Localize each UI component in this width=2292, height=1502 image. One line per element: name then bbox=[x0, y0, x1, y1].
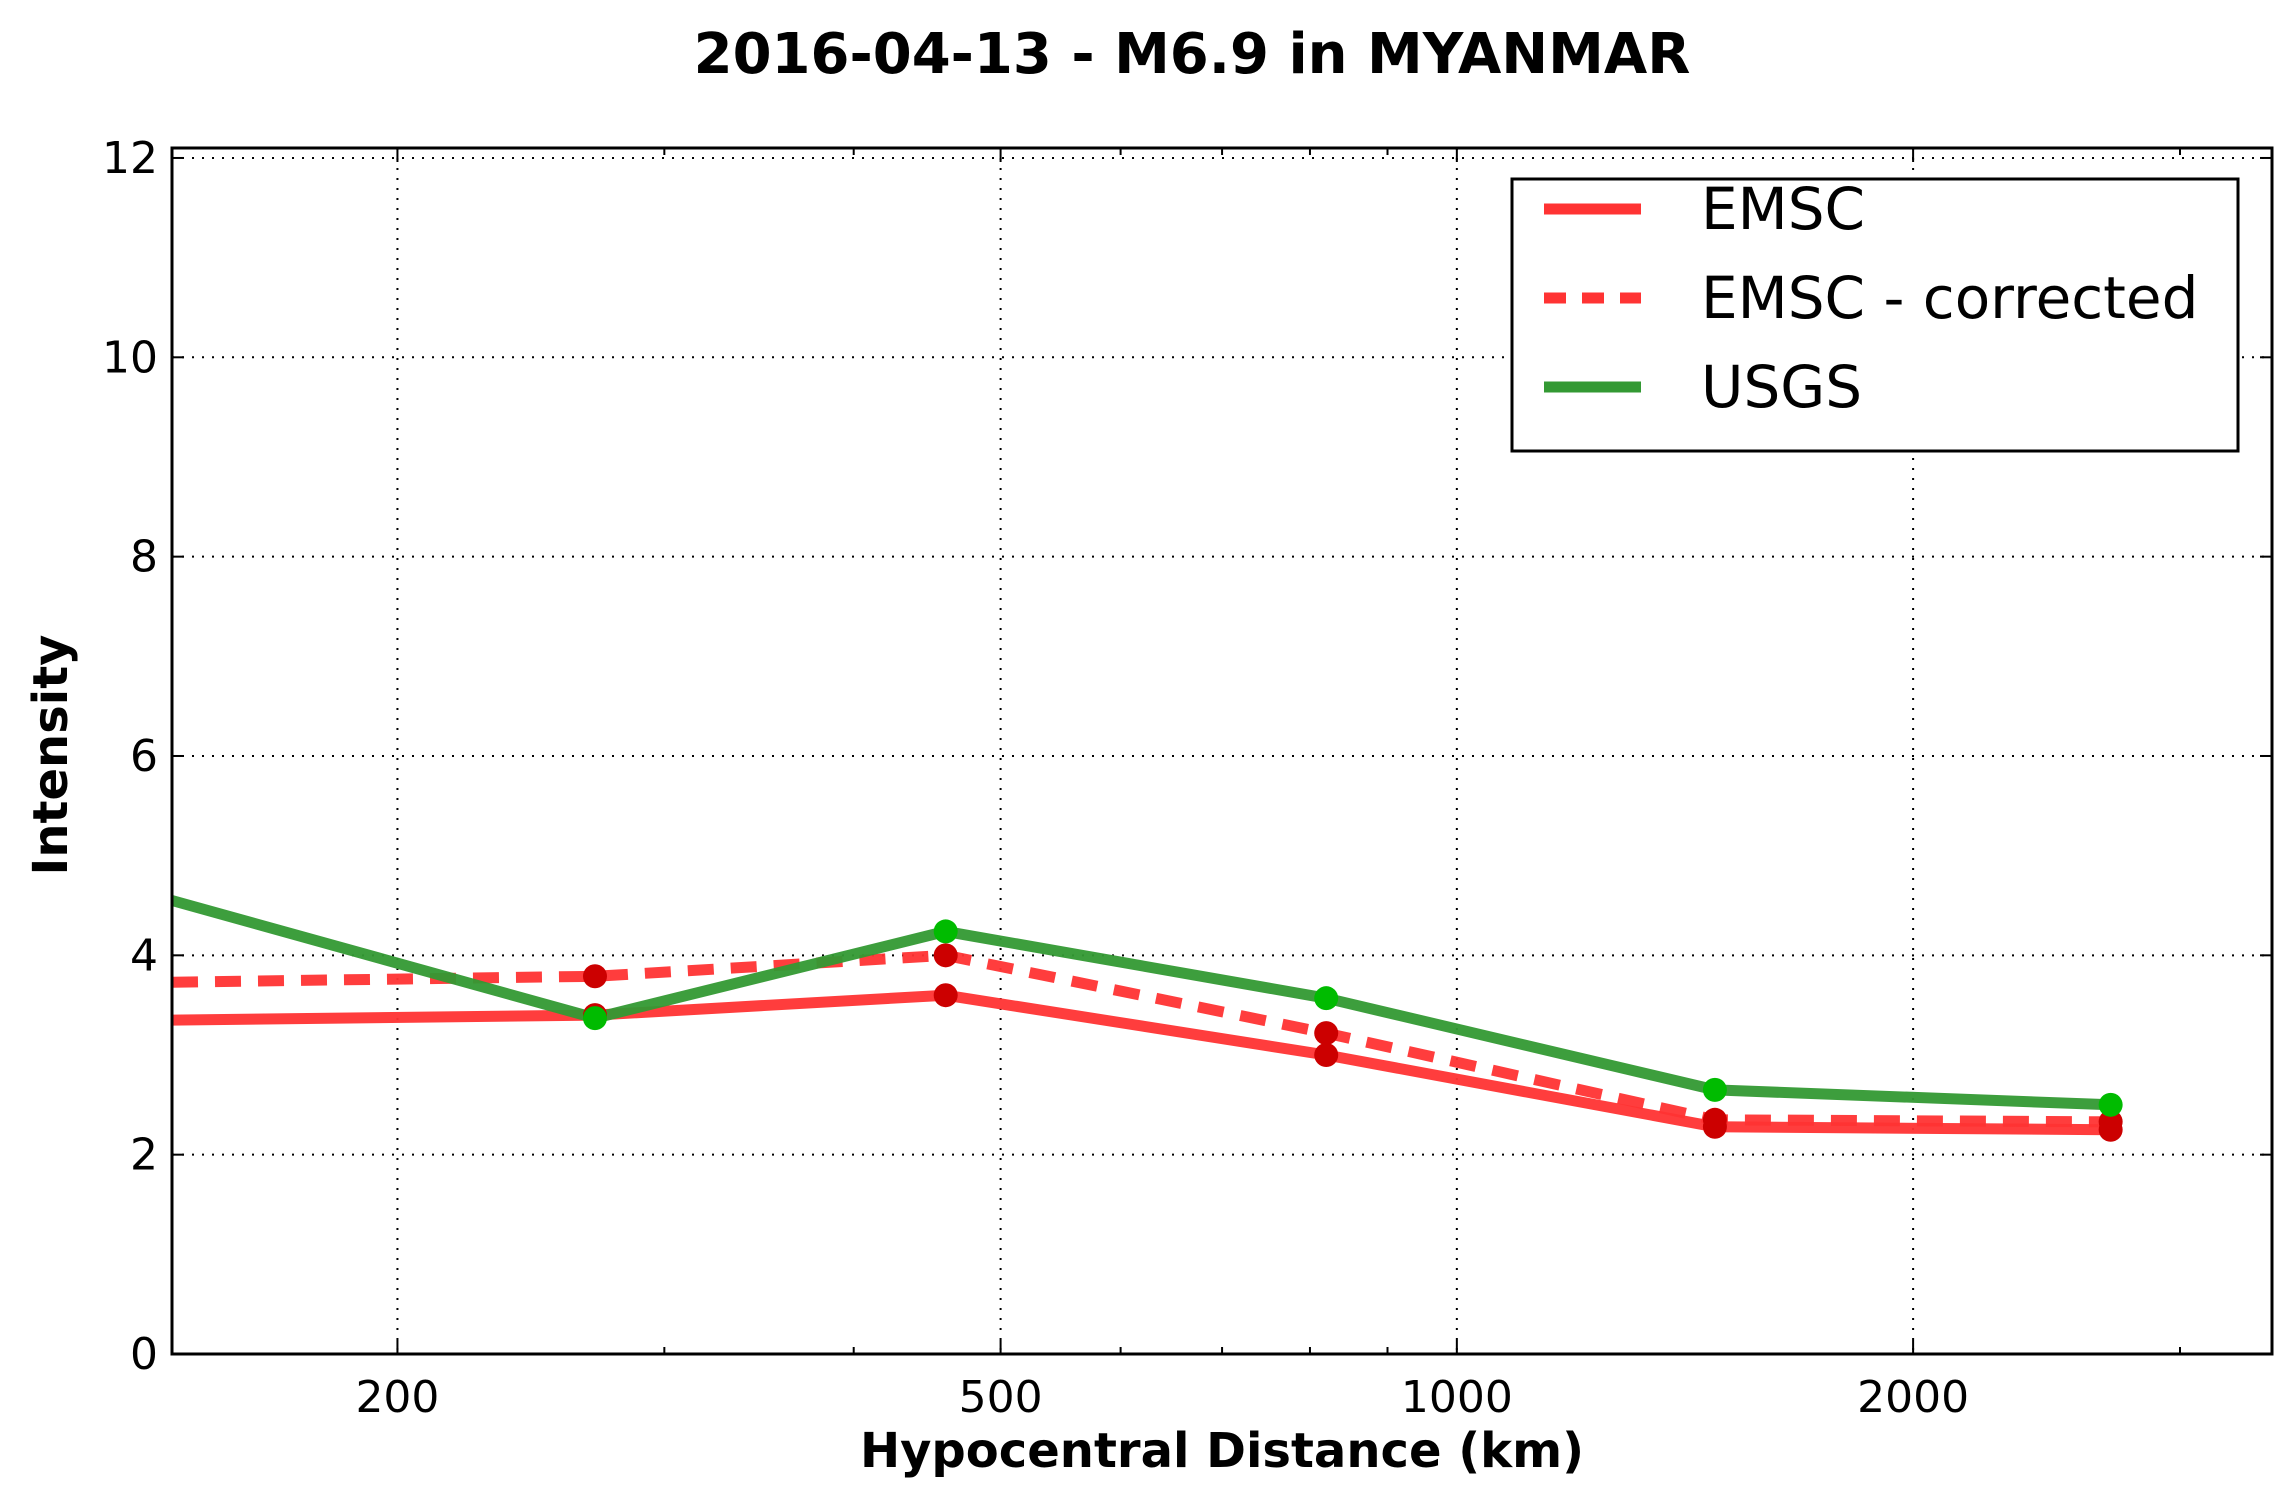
data-point-usgs bbox=[2098, 1092, 2123, 1117]
data-point-emsc bbox=[1314, 1042, 1339, 1067]
y-tick-label: 6 bbox=[130, 731, 158, 782]
ticks bbox=[172, 148, 2272, 1355]
data-point-usgs bbox=[1702, 1077, 1727, 1102]
legend-label-usgs: USGS bbox=[1701, 353, 1862, 421]
data-point-usgs bbox=[933, 919, 958, 944]
y-tick-label: 2 bbox=[130, 1130, 158, 1181]
tick-labels: 0 2 4 6 8 10 12 200 500 1000 2000 bbox=[102, 133, 1969, 1423]
y-tick-label: 4 bbox=[130, 930, 158, 981]
legend-box bbox=[1510, 177, 2240, 453]
y-axis-label: Intensity bbox=[23, 635, 79, 876]
data-point-emsc-corrected bbox=[933, 943, 958, 968]
legend-label-emsc-corrected: EMSC - corrected bbox=[1701, 264, 2198, 332]
x-tick-label: 500 bbox=[959, 1372, 1043, 1423]
series-layer bbox=[170, 895, 2111, 1136]
grid bbox=[172, 148, 2272, 1354]
data-point-usgs bbox=[1314, 986, 1339, 1011]
data-point-emsc bbox=[933, 983, 958, 1008]
x-axis-label: Hypocentral Distance (km) bbox=[860, 1423, 1584, 1479]
markers-layer bbox=[582, 919, 2123, 1142]
data-point-emsc-corrected bbox=[582, 964, 607, 989]
data-point-emsc-corrected bbox=[1702, 1107, 1727, 1132]
legend: EMSC EMSC - corrected USGS bbox=[1510, 175, 2240, 453]
x-tick-label: 1000 bbox=[1401, 1372, 1513, 1423]
series-line-usgs bbox=[170, 895, 2111, 1111]
series-line-emsc-corrected bbox=[171, 949, 2111, 1128]
x-tick-label: 2000 bbox=[1857, 1372, 1969, 1423]
data-point-emsc-corrected bbox=[2098, 1109, 2123, 1134]
y-tick-label: 12 bbox=[102, 133, 158, 184]
data-point-usgs bbox=[582, 1006, 607, 1031]
series-line-emsc bbox=[171, 989, 2111, 1136]
legend-label-emsc: EMSC bbox=[1701, 175, 1865, 243]
data-point-emsc-corrected bbox=[1314, 1021, 1339, 1046]
y-tick-label: 10 bbox=[102, 332, 158, 383]
y-tick-label: 8 bbox=[130, 532, 158, 583]
y-tick-label: 0 bbox=[130, 1329, 158, 1380]
x-tick-label: 200 bbox=[355, 1372, 439, 1423]
chart-title: 2016-04-13 - M6.9 in MYANMAR bbox=[694, 22, 1691, 87]
